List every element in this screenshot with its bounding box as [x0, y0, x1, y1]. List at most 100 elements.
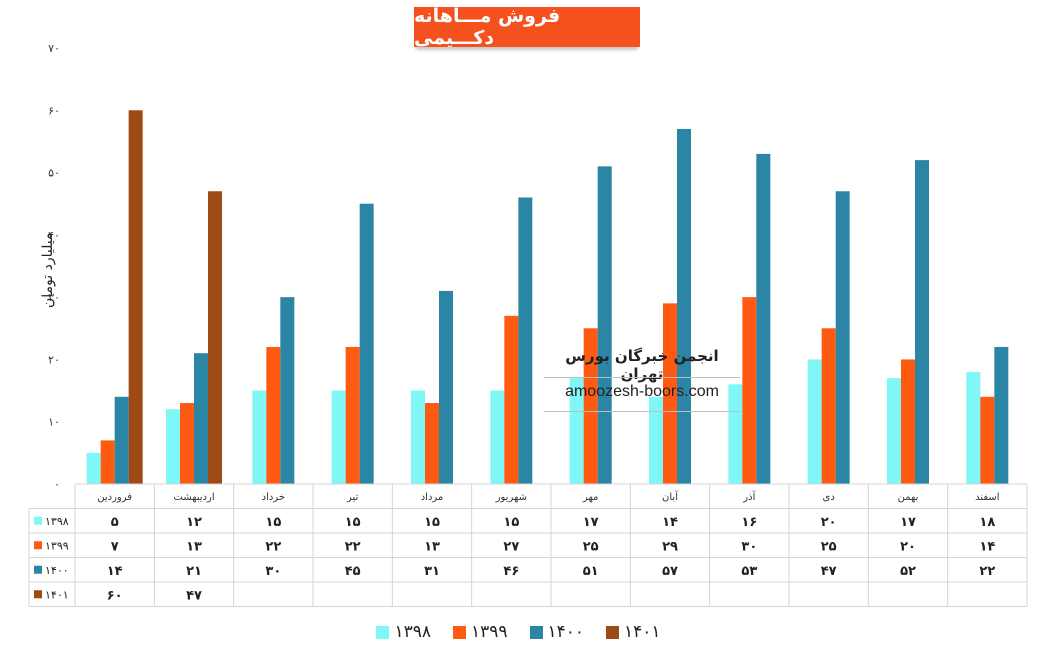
data-label: ۱۳	[424, 539, 440, 554]
data-label: ۲۰	[900, 539, 916, 554]
bar-۱۳۹۸-فروردین	[86, 452, 101, 484]
data-label: ۵۷	[662, 564, 678, 579]
data-label: ۲۲	[345, 539, 361, 554]
legend-swatch	[529, 625, 543, 639]
category-label: اردیبهشت	[173, 492, 214, 503]
bar-۱۴۰۰-خرداد	[280, 297, 295, 484]
data-label: ۵۱	[583, 564, 599, 579]
table-legend-key	[34, 590, 42, 599]
y-tick-label: ۴۰	[48, 229, 60, 242]
bar-chart: ۰ ۱۰ ۲۰ ۳۰ ۴۰ ۵۰ ۶۰ ۷۰ فروردین اردیبهشت خرداد تیر مر…	[28, 42, 1028, 607]
bar-۱۳۹۸-شهریور	[490, 390, 505, 484]
bar-۱۳۹۹-مهر	[583, 328, 598, 484]
legend-item: ۱۴۰۱	[606, 622, 661, 642]
legend-item: ۱۳۹۸	[376, 622, 431, 642]
category-label: آذر	[742, 490, 756, 503]
data-label: ۱۴	[662, 515, 678, 530]
bar-۱۴۰۰-اردیبهشت	[194, 353, 208, 484]
data-label: ۱۶	[741, 515, 757, 530]
bar-۱۳۹۸-دی	[807, 359, 822, 484]
data-label: ۱۵	[345, 515, 361, 530]
data-label: ۲۲	[979, 564, 995, 579]
bar-۱۴۰۱-فروردین	[128, 110, 143, 485]
y-tick-label: ۳۰	[48, 291, 60, 304]
bar-۱۳۹۹-دی	[821, 328, 836, 484]
legend-label: ۱۴۰۱	[624, 622, 661, 642]
bar-۱۴۰۰-دی	[835, 191, 850, 484]
table-legend-key	[34, 565, 42, 574]
legend-item: ۱۴۰۰	[529, 622, 585, 642]
bar-۱۴۰۱-اردیبهشت	[208, 191, 222, 484]
category-label: تیر	[346, 492, 359, 503]
legend-item: ۱۳۹۹	[452, 622, 508, 642]
bar-۱۳۹۸-اسفند	[966, 371, 981, 484]
data-label: ۲۰	[821, 515, 837, 530]
data-label: ۱۷	[900, 515, 916, 530]
category-label: مرداد	[421, 492, 444, 503]
bar-۱۳۹۸-خرداد	[252, 390, 267, 484]
bar-۱۴۰۰-مرداد	[439, 290, 453, 484]
data-label: ۴۶	[503, 564, 519, 579]
bar-۱۳۹۹-فروردین	[100, 440, 115, 484]
table-series-name: ۱۳۹۹	[45, 539, 69, 552]
table-series-name: ۱۴۰۰	[45, 564, 69, 577]
data-label: ۱۳	[186, 539, 202, 554]
bar-۱۴۰۰-بهمن	[915, 160, 929, 484]
data-label: ۲۷	[503, 539, 519, 554]
table-series-name: ۱۴۰۱	[45, 588, 69, 601]
category-label: خرداد	[262, 492, 285, 503]
data-label: ۱۸	[979, 515, 995, 530]
data-label: ۳۱	[424, 564, 440, 579]
y-tick-label: ۵۰	[48, 167, 60, 180]
category-label: بهمن	[898, 492, 919, 503]
table-legend-key	[34, 541, 42, 550]
category-label: اسفند	[975, 492, 999, 503]
chart-title: فروش مـــاهانه دکـــیمی	[414, 5, 561, 49]
bar-۱۴۰۰-تیر	[359, 203, 374, 484]
data-label: ۱۴	[107, 564, 123, 579]
bar-۱۳۹۸-بهمن	[887, 378, 901, 484]
data-label: ۲۵	[583, 539, 599, 554]
data-label: ۴۵	[345, 564, 361, 579]
data-label: ۲۵	[821, 539, 837, 554]
bar-۱۳۹۹-بهمن	[901, 359, 915, 484]
bar-۱۴۰۰-آبان	[677, 128, 691, 484]
bar-۱۳۹۸-اردیبهشت	[166, 409, 180, 484]
bar-۱۳۹۹-اردیبهشت	[180, 403, 194, 484]
legend-label: ۱۳۹۸	[394, 622, 431, 642]
bar-۱۳۹۸-آبان	[649, 396, 663, 484]
table-series-name: ۱۳۹۸	[45, 515, 69, 528]
data-label: ۱۵	[503, 515, 519, 530]
data-label: ۲۹	[662, 539, 678, 554]
data-label: ۳۰	[741, 539, 757, 554]
bar-۱۳۹۹-آبان	[663, 303, 677, 484]
y-tick-label: ۱۰	[48, 416, 60, 429]
data-label: ۶۰	[107, 588, 123, 603]
data-label: ۲۱	[186, 564, 202, 579]
category-label: دی	[823, 492, 835, 503]
data-label: ۴۷	[821, 564, 837, 579]
data-label: ۱۵	[424, 515, 440, 530]
category-label: شهریور	[495, 492, 527, 503]
bar-۱۴۰۰-شهریور	[518, 197, 533, 484]
bar-۱۳۹۹-اسفند	[980, 396, 995, 484]
bar-۱۳۹۸-آذر	[728, 384, 743, 484]
data-label: ۱۵	[265, 515, 281, 530]
category-label: مهر	[582, 492, 598, 503]
y-tick-label: ۰	[54, 478, 60, 491]
bar-۱۴۰۰-فروردین	[114, 396, 129, 484]
category-label: فروردین	[97, 492, 132, 503]
bar-۱۳۹۹-تیر	[345, 346, 360, 484]
data-label: ۲۲	[265, 539, 281, 554]
data-label: ۷	[111, 539, 119, 554]
legend-swatch	[376, 625, 390, 639]
chart-legend: ۱۳۹۸ ۱۳۹۹ ۱۴۰۰ ۱۴۰۱	[0, 622, 1037, 642]
bar-۱۳۹۸-تیر	[331, 390, 346, 484]
legend-label: ۱۴۰۰	[547, 622, 585, 642]
watermark-divider-bottom	[544, 411, 740, 412]
bar-۱۴۰۰-اسفند	[994, 346, 1009, 484]
y-tick-label: ۲۰	[48, 353, 60, 366]
bar-۱۴۰۰-آذر	[756, 153, 771, 484]
data-label: ۱۲	[186, 515, 202, 530]
data-label: ۵	[111, 515, 119, 530]
